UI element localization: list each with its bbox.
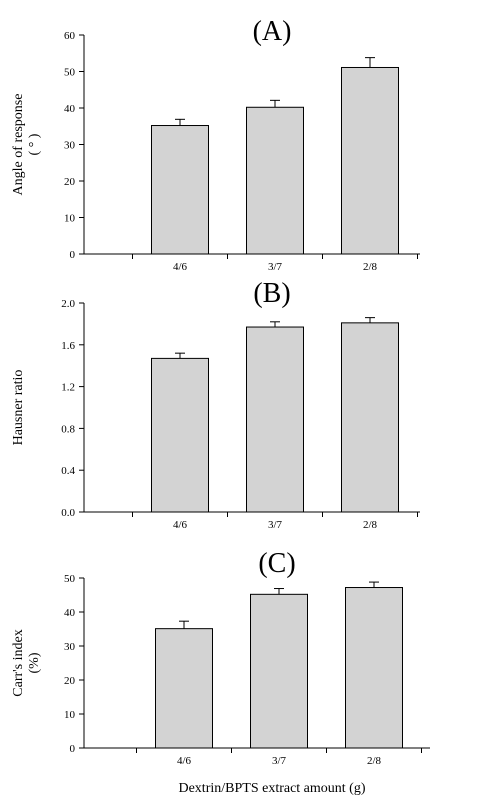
chart-panel: (A) 0 10 20 30 40 50 60 4/6 3/7 2/8 Angle of respon… bbox=[11, 16, 420, 273]
y-tick-label: 40 bbox=[64, 607, 76, 619]
bar bbox=[155, 628, 213, 749]
bar bbox=[345, 587, 403, 749]
chart-panel: (B) 0.0 0.4 0.8 1.2 1.6 2.0 4/6 3/7 2/8 Hausner ra… bbox=[11, 278, 420, 531]
y-tick-label: 20 bbox=[64, 176, 76, 188]
panel-label: (A) bbox=[253, 16, 292, 47]
bar bbox=[246, 326, 304, 513]
y-tick-label: 50 bbox=[64, 67, 76, 79]
y-tick-label: 0 bbox=[70, 249, 76, 261]
category-label: 3/7 bbox=[272, 755, 287, 767]
y-axis-title: Angle of response( ° ) bbox=[11, 94, 42, 196]
y-axis-title-line: (%) bbox=[27, 652, 42, 673]
category-label: 2/8 bbox=[363, 261, 378, 273]
panel-label: (B) bbox=[253, 278, 290, 309]
y-tick-label: 30 bbox=[64, 641, 76, 653]
bar bbox=[151, 357, 209, 513]
chart-panels: (A) 0 10 20 30 40 50 60 4/6 3/7 2/8 Angle of respon… bbox=[11, 16, 430, 767]
y-tick-label: 1.2 bbox=[61, 382, 75, 394]
bar bbox=[341, 322, 399, 513]
category-label: 2/8 bbox=[363, 519, 378, 531]
category-label: 3/7 bbox=[268, 261, 283, 273]
y-tick-label: 10 bbox=[64, 709, 76, 721]
category-label: 4/6 bbox=[177, 755, 192, 767]
category-label: 3/7 bbox=[268, 519, 283, 531]
y-tick-label: 60 bbox=[64, 30, 76, 42]
panel-label: (C) bbox=[258, 548, 295, 579]
y-tick-label: 2.0 bbox=[61, 298, 75, 310]
y-axis-title: Carr's index(%) bbox=[11, 629, 42, 696]
x-axis-label: Dextrin/BPTS extract amount (g) bbox=[178, 781, 365, 796]
y-axis-title-line: Angle of response bbox=[11, 94, 26, 196]
category-label: 4/6 bbox=[173, 519, 188, 531]
y-tick-label: 1.6 bbox=[61, 340, 75, 352]
y-axis-title-line: ( ° ) bbox=[27, 133, 42, 155]
y-tick-label: 0.0 bbox=[61, 507, 75, 519]
y-axis-title-line: Carr's index bbox=[11, 629, 26, 696]
y-tick-label: 0.4 bbox=[61, 465, 75, 477]
category-label: 4/6 bbox=[173, 261, 188, 273]
y-tick-label: 40 bbox=[64, 103, 76, 115]
y-tick-label: 10 bbox=[64, 213, 76, 225]
bar bbox=[151, 125, 209, 255]
chart-panel: (C) 0 10 20 30 40 50 4/6 3/7 2/8 Carr's index(%) bbox=[11, 548, 430, 767]
y-axis-title: Hausner ratio bbox=[11, 370, 26, 446]
category-label: 2/8 bbox=[367, 755, 382, 767]
y-tick-label: 0 bbox=[70, 743, 76, 755]
y-tick-label: 30 bbox=[64, 140, 76, 152]
bar bbox=[246, 106, 304, 255]
bar bbox=[341, 66, 399, 255]
y-tick-label: 50 bbox=[64, 573, 76, 585]
y-axis-title-line: Hausner ratio bbox=[11, 370, 26, 446]
y-tick-label: 20 bbox=[64, 675, 76, 687]
y-tick-label: 0.8 bbox=[61, 423, 75, 435]
bar bbox=[250, 593, 308, 749]
